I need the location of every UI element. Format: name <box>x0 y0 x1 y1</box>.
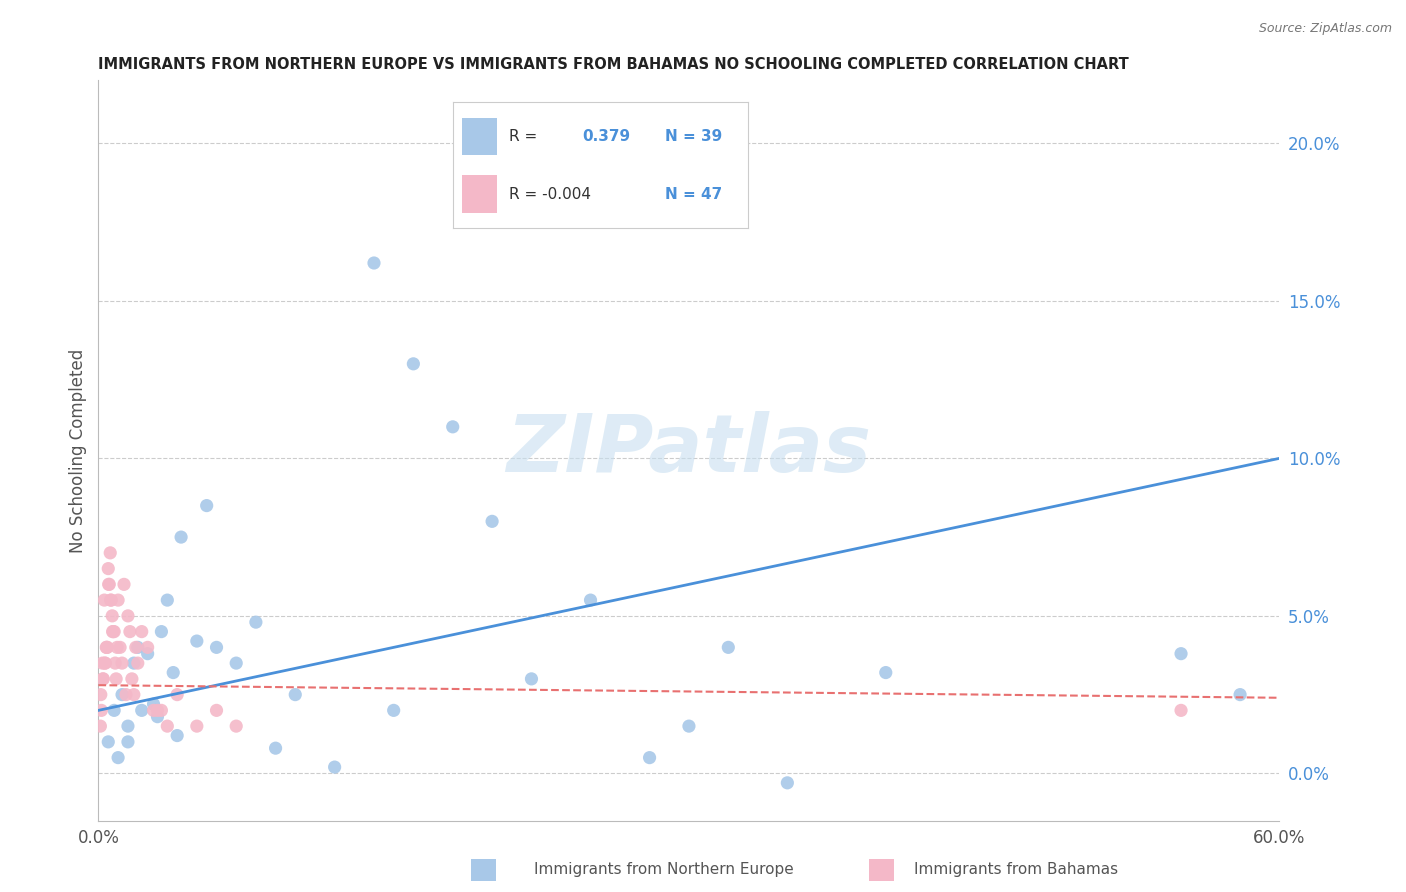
Point <box>96 640 118 655</box>
Point <box>117 735 139 749</box>
Point <box>875 665 897 680</box>
Y-axis label: No Schooling Completed: No Schooling Completed <box>69 349 87 552</box>
Point <box>142 703 165 717</box>
Point <box>264 741 287 756</box>
Point <box>441 420 464 434</box>
Point <box>91 672 114 686</box>
Point <box>170 530 193 544</box>
Point <box>481 514 503 528</box>
Text: Immigrants from Bahamas: Immigrants from Bahamas <box>914 863 1118 877</box>
Point <box>520 672 543 686</box>
Point <box>91 656 114 670</box>
Point <box>90 703 112 717</box>
Point <box>111 656 134 670</box>
Point <box>186 634 208 648</box>
Point <box>105 672 128 686</box>
Point <box>402 357 425 371</box>
Point <box>100 593 122 607</box>
Text: Immigrants from Northern Europe: Immigrants from Northern Europe <box>534 863 794 877</box>
Point <box>122 656 145 670</box>
Point <box>127 640 149 655</box>
Point <box>1170 703 1192 717</box>
Point <box>363 256 385 270</box>
Point <box>103 624 125 639</box>
Point <box>97 577 120 591</box>
Point <box>131 624 153 639</box>
Point <box>205 703 228 717</box>
Point <box>162 665 184 680</box>
Point <box>146 709 169 723</box>
Point <box>101 608 124 623</box>
Point <box>117 719 139 733</box>
Text: Source: ZipAtlas.com: Source: ZipAtlas.com <box>1258 22 1392 36</box>
Point <box>382 703 405 717</box>
Point <box>93 593 115 607</box>
Point <box>150 703 173 717</box>
Point <box>225 656 247 670</box>
Point <box>131 703 153 717</box>
Point <box>125 640 148 655</box>
Point <box>284 688 307 702</box>
Point <box>1170 647 1192 661</box>
Point <box>717 640 740 655</box>
Point <box>105 640 128 655</box>
Point <box>111 688 134 702</box>
Point <box>115 688 138 702</box>
Point <box>225 719 247 733</box>
Point <box>97 561 120 575</box>
Point <box>89 719 111 733</box>
Point <box>136 640 159 655</box>
Point <box>93 672 115 686</box>
Text: IMMIGRANTS FROM NORTHERN EUROPE VS IMMIGRANTS FROM BAHAMAS NO SCHOOLING COMPLETE: IMMIGRANTS FROM NORTHERN EUROPE VS IMMIG… <box>98 57 1129 72</box>
Point <box>166 688 188 702</box>
Point <box>150 624 173 639</box>
Point <box>103 624 125 639</box>
Point <box>678 719 700 733</box>
Point <box>142 697 165 711</box>
Point <box>94 656 117 670</box>
Point <box>107 750 129 764</box>
Point <box>101 624 124 639</box>
Point <box>98 577 121 591</box>
Point <box>186 719 208 733</box>
Point <box>112 577 135 591</box>
Text: ZIPatlas: ZIPatlas <box>506 411 872 490</box>
Point <box>103 703 125 717</box>
Point <box>156 593 179 607</box>
Point <box>156 719 179 733</box>
Point <box>93 656 115 670</box>
Point <box>245 615 267 629</box>
Point <box>117 608 139 623</box>
Point <box>96 640 118 655</box>
Point <box>638 750 661 764</box>
Point <box>98 546 121 560</box>
Point <box>108 640 131 655</box>
Point <box>146 703 169 717</box>
Point <box>97 735 120 749</box>
Point <box>122 688 145 702</box>
Point <box>323 760 346 774</box>
Point <box>776 776 799 790</box>
Point <box>121 672 143 686</box>
Point <box>195 499 218 513</box>
Point <box>96 640 118 655</box>
Point <box>127 656 149 670</box>
Point <box>118 624 141 639</box>
Point <box>104 656 127 670</box>
Point <box>107 593 129 607</box>
Point <box>205 640 228 655</box>
Point <box>166 729 188 743</box>
Point <box>136 647 159 661</box>
Point <box>100 593 122 607</box>
Point <box>1229 688 1251 702</box>
Point <box>90 688 112 702</box>
Point <box>579 593 602 607</box>
